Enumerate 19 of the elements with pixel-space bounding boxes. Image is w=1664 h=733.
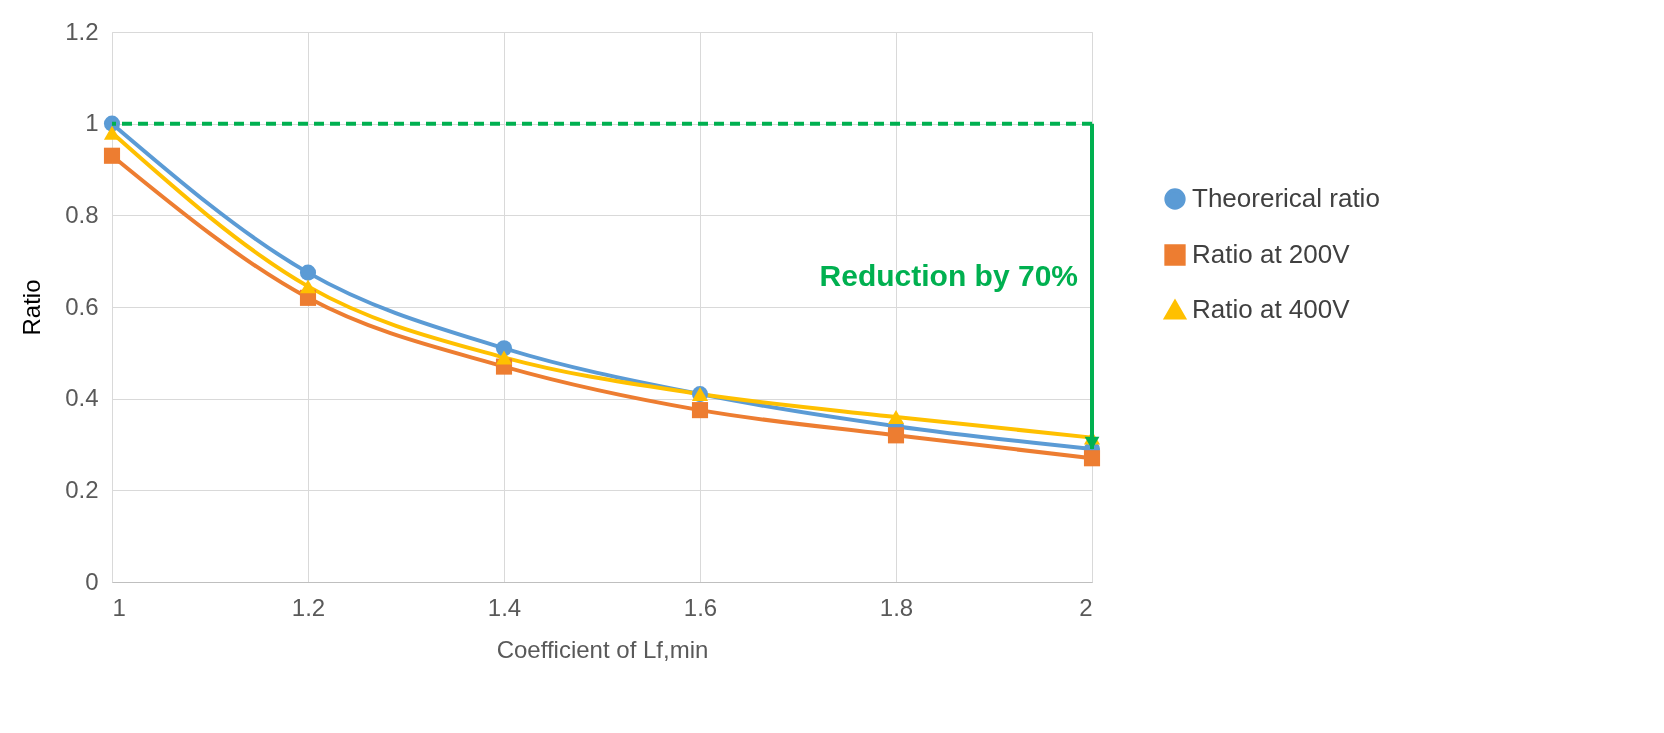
y-tick-label: 0.4 <box>65 384 99 412</box>
legend-label: Theorerical ratio <box>1192 183 1380 213</box>
y-tick-label: 0 <box>85 567 99 595</box>
y-tick-label: 1 <box>85 109 99 137</box>
y-tick-label: 0.2 <box>65 475 99 503</box>
y-axis-title: Ratio <box>18 279 46 336</box>
y-tick-label: 1.2 <box>65 17 99 45</box>
x-tick-label: 1.8 <box>879 593 914 621</box>
legend-label: Ratio at 200V <box>1192 239 1351 269</box>
x-tick-label: 1 <box>112 593 126 621</box>
x-tick-label: 1.4 <box>487 593 522 621</box>
x-tick-label: 1.2 <box>291 593 326 621</box>
x-tick-label: 2 <box>1079 593 1093 621</box>
x-tick-label: 1.6 <box>683 593 718 621</box>
legend-label: Ratio at 400V <box>1192 294 1351 324</box>
y-tick-label: 0.8 <box>65 200 99 228</box>
y-tick-label: 0.6 <box>65 292 99 320</box>
x-axis-title: Coefficient of Lf,min <box>496 635 709 663</box>
annotation: Reduction by 70% <box>819 259 1078 293</box>
